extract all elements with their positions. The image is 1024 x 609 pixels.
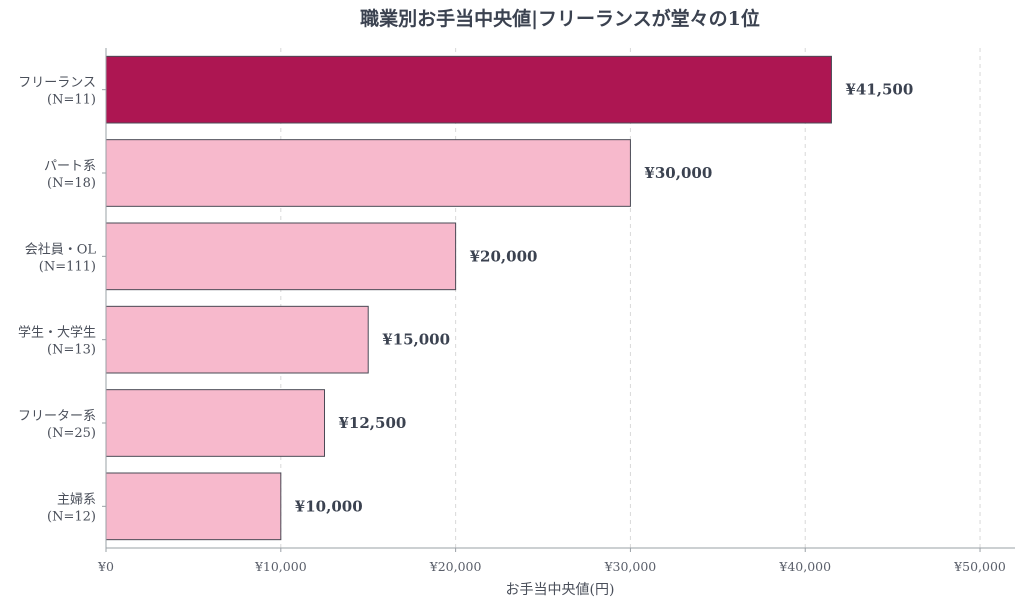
data-label: ¥30,000 bbox=[644, 164, 712, 182]
bar bbox=[105, 472, 282, 541]
y-tick-label: 会社員・OL bbox=[25, 241, 97, 257]
y-tick-label: フリーランス bbox=[18, 76, 96, 91]
x-tick-label: ¥30,000 bbox=[604, 559, 657, 574]
data-label: ¥12,500 bbox=[339, 414, 407, 432]
data-label: ¥10,000 bbox=[295, 497, 363, 515]
y-tick-sample-size: (N=11) bbox=[47, 93, 96, 108]
x-axis-title: お手当中央値(円) bbox=[506, 582, 615, 598]
x-tick-label: ¥0 bbox=[97, 559, 114, 574]
x-tick-label: ¥50,000 bbox=[953, 559, 1006, 574]
y-tick-label: 主婦系 bbox=[57, 491, 96, 507]
x-tick-label: ¥20,000 bbox=[429, 559, 482, 574]
x-tick-label: ¥40,000 bbox=[778, 559, 831, 574]
y-tick-label: 学生・大学生 bbox=[18, 325, 96, 341]
y-tick-sample-size: (N=25) bbox=[47, 426, 96, 441]
bar bbox=[105, 139, 631, 207]
bar bbox=[105, 55, 832, 124]
bar bbox=[105, 222, 457, 291]
data-label: ¥20,000 bbox=[470, 247, 538, 265]
x-axis-ticks: ¥0 ¥10,000 ¥20,000 ¥30,000 ¥40,000 ¥50,000 bbox=[97, 548, 1006, 574]
bar bbox=[105, 305, 369, 374]
y-tick-sample-size: (N=13) bbox=[47, 343, 96, 358]
y-tick-sample-size: (N=12) bbox=[47, 509, 96, 524]
data-label: ¥41,500 bbox=[845, 81, 913, 99]
y-axis-labels: フリーランス (N=11) パート系 (N=18) 会社員・OL (N=111) 学生・大学… bbox=[18, 76, 106, 524]
y-tick-label: パート系 bbox=[44, 159, 96, 174]
y-tick-sample-size: (N=18) bbox=[47, 176, 96, 191]
data-label: ¥15,000 bbox=[382, 331, 450, 349]
bar bbox=[105, 389, 326, 457]
x-tick-label: ¥10,000 bbox=[254, 559, 307, 574]
bars: ¥41,500 ¥30,000 ¥20,000 ¥15,000 ¥12,500 ¥10,0… bbox=[105, 55, 913, 541]
grid bbox=[280, 48, 981, 548]
chart-title: 職業別お手当中央値|フリーランスが堂々の1位 bbox=[360, 7, 760, 30]
y-tick-label: フリーター系 bbox=[18, 409, 96, 424]
y-tick-sample-size: (N=111) bbox=[39, 259, 96, 274]
